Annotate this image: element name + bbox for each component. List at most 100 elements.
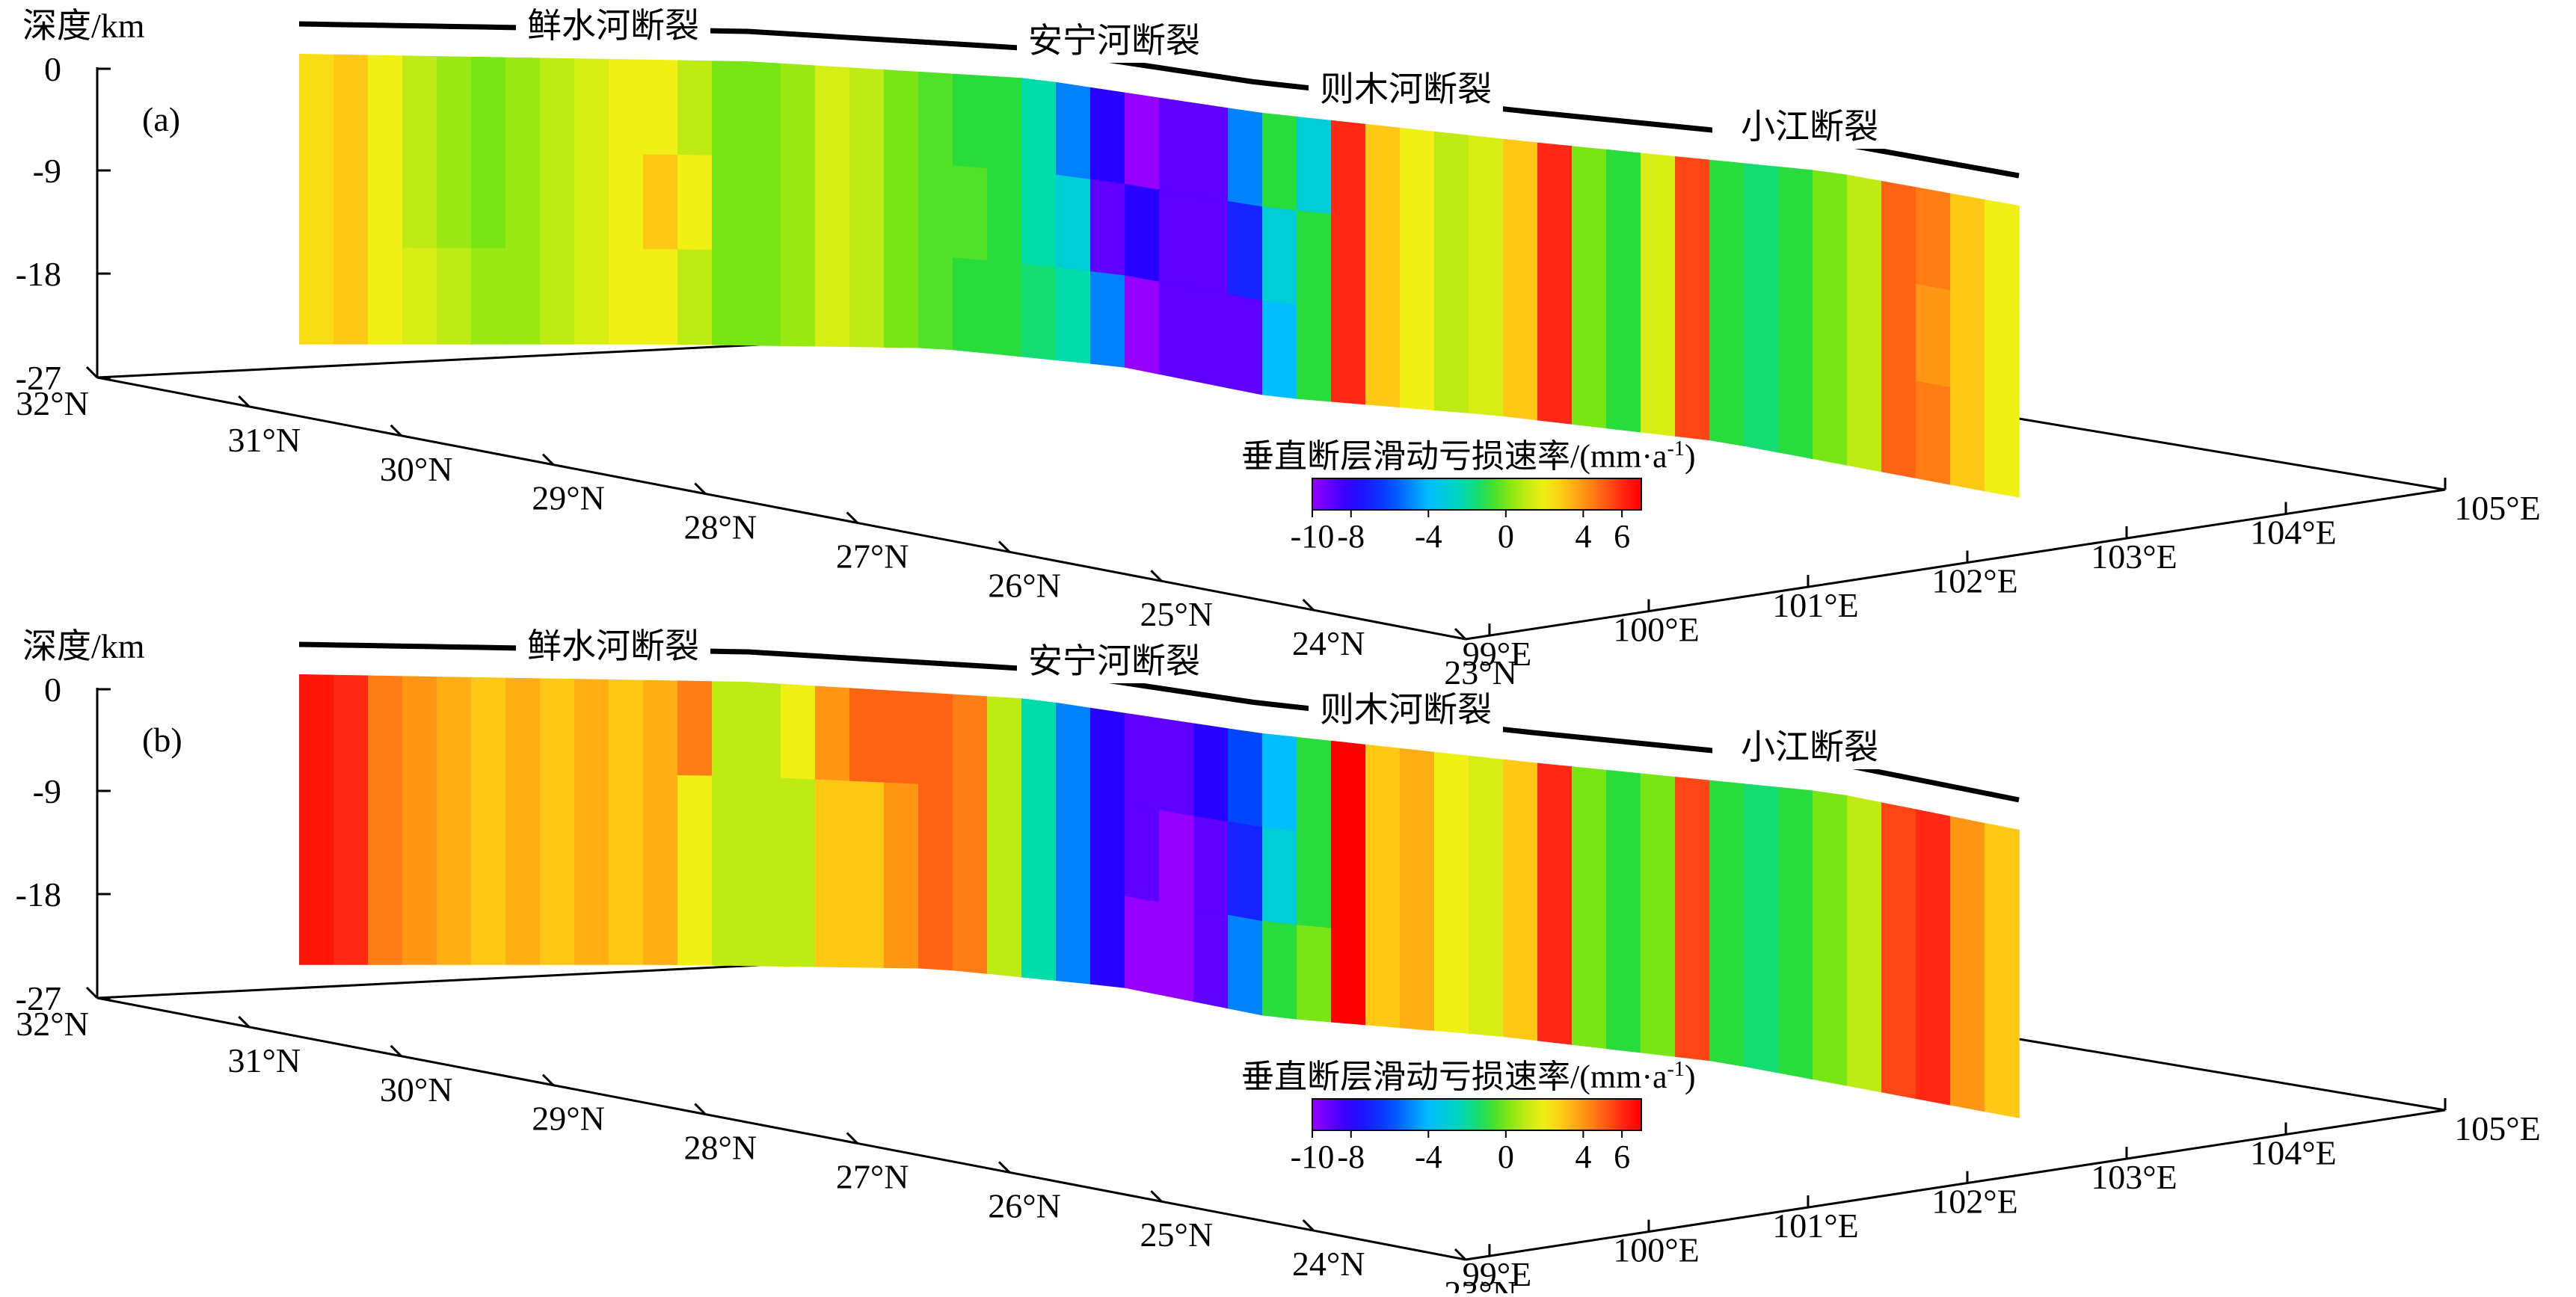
heatmap-cell (574, 679, 609, 775)
latitude-tick-mark (1454, 627, 1467, 641)
colorbar-title-text: 垂直断层滑动亏损速率/(mm·a (1241, 438, 1667, 475)
heatmap-cell (1434, 317, 1469, 413)
heatmap-cell (1228, 201, 1263, 301)
heatmap-cell (1950, 1008, 1985, 1112)
latitude-tick-mark (1454, 1248, 1467, 1261)
heatmap-cell (987, 788, 1022, 885)
heatmap-cell (402, 868, 437, 965)
heatmap-cell (1021, 698, 1057, 796)
heatmap-cell (1537, 947, 1573, 1045)
heatmap-cell (781, 777, 816, 874)
heatmap-cell (505, 869, 541, 965)
heatmap-cell (1193, 723, 1229, 822)
latitude-tick-mark (541, 1073, 555, 1086)
heatmap-cell (1331, 928, 1366, 1026)
heatmap-cell (437, 247, 472, 345)
heatmap-cell (712, 870, 747, 967)
heatmap-cell (1262, 827, 1297, 926)
heatmap-cell (609, 153, 644, 250)
colorbar-title: 垂直断层滑动亏损速率/(mm·a-1) (1241, 1058, 1696, 1095)
latitude-tick-label: 23°N (1444, 653, 1517, 691)
colorbar-tick-label: -4 (1415, 1139, 1442, 1175)
heatmap-cell (746, 870, 781, 967)
colorbar-title-end: ) (1685, 1059, 1696, 1095)
heatmap-cell (1641, 773, 1676, 871)
heatmap-cell (574, 248, 609, 345)
heatmap-cell (1606, 862, 1641, 961)
heatmap-cell (1709, 780, 1745, 879)
heatmap-cell (1503, 759, 1538, 857)
heatmap-cell (1744, 351, 1779, 453)
heatmap-cell (918, 71, 953, 167)
latitude-tick-label: 30°N (380, 1070, 453, 1109)
heatmap-cell (1950, 816, 1985, 920)
heatmap-cell (1537, 142, 1573, 239)
heatmap-cell (1193, 908, 1229, 1009)
heatmap-cell (987, 696, 1022, 792)
heatmap-cell (1813, 790, 1848, 893)
heatmap-cell (1675, 249, 1710, 348)
heatmap-cell (1021, 884, 1057, 982)
latitude-tick-mark (85, 366, 99, 379)
heatmap-cell (1606, 241, 1641, 340)
heatmap-cell (1159, 718, 1194, 817)
heatmap-cell (953, 786, 988, 882)
latitude-tick-mark (1302, 599, 1315, 611)
heatmap-cell (1056, 887, 1091, 985)
latitude-tick-mark (1150, 570, 1163, 582)
latitude-tick-label: 32°N (16, 384, 89, 422)
heatmap-cell (471, 772, 506, 870)
heatmap-cell (884, 875, 919, 969)
heatmap-cell (677, 680, 713, 777)
heatmap-cell (471, 868, 506, 965)
heatmap-cell (1469, 135, 1504, 232)
heatmap-cell (815, 252, 850, 348)
heatmap-cell (1331, 214, 1366, 312)
heatmap-cell (643, 154, 678, 250)
heatmap-cell (1021, 791, 1057, 889)
longitude-tick-label: 100°E (1613, 1231, 1700, 1269)
heatmap-cell (402, 676, 437, 774)
heatmap-cell (849, 160, 885, 256)
heatmap-cell (1228, 822, 1263, 922)
depth-tick-label: -9 (33, 772, 61, 810)
heatmap-cell (1056, 174, 1091, 272)
heatmap-cell (746, 61, 781, 158)
heatmap-cell (1641, 245, 1676, 344)
longitude-tick-label: 99°E (1463, 635, 1532, 673)
colorbar-tick-label: -8 (1337, 518, 1365, 555)
colorbar-tick-label: 6 (1614, 518, 1630, 555)
latitude-tick-label: 24°N (1292, 624, 1365, 662)
heatmap-cell (781, 157, 816, 253)
heatmap-cell (815, 686, 850, 782)
fault-label: 小江断裂 (1741, 728, 1878, 766)
heatmap-cell (1090, 179, 1125, 277)
heatmap-cell (299, 247, 334, 345)
longitude-tick-label: 99°E (1463, 1255, 1532, 1293)
heatmap-cell (1675, 963, 1710, 1062)
fault-label-bg (1712, 727, 1907, 769)
heatmap-cell (884, 70, 919, 164)
heatmap-cell (1125, 92, 1160, 191)
heatmap-cell (1469, 320, 1504, 417)
latitude-tick-label: 29°N (532, 479, 605, 517)
heatmap-cell (781, 683, 816, 780)
heatmap-cell (1434, 131, 1469, 229)
longitude-tick-label: 100°E (1613, 611, 1700, 649)
longitude-tick-label: 101°E (1772, 1207, 1859, 1245)
fault-label-bg (1309, 690, 1503, 732)
heatmap-cell (1606, 149, 1641, 247)
heatmap-cell (677, 774, 713, 872)
heatmap-cell (1813, 982, 1848, 1086)
heatmap-cell (368, 868, 403, 965)
heatmap-cell (746, 681, 781, 779)
heatmap-cell (1675, 777, 1710, 875)
heatmap-cell (1159, 189, 1194, 289)
heatmap-cell (1193, 288, 1229, 389)
heatmap-cell (1021, 263, 1057, 361)
heatmap-cell (437, 152, 472, 249)
heatmap-cell (1881, 374, 1916, 479)
heatmap-cell (1813, 887, 1848, 990)
heatmap-cell (540, 153, 575, 250)
